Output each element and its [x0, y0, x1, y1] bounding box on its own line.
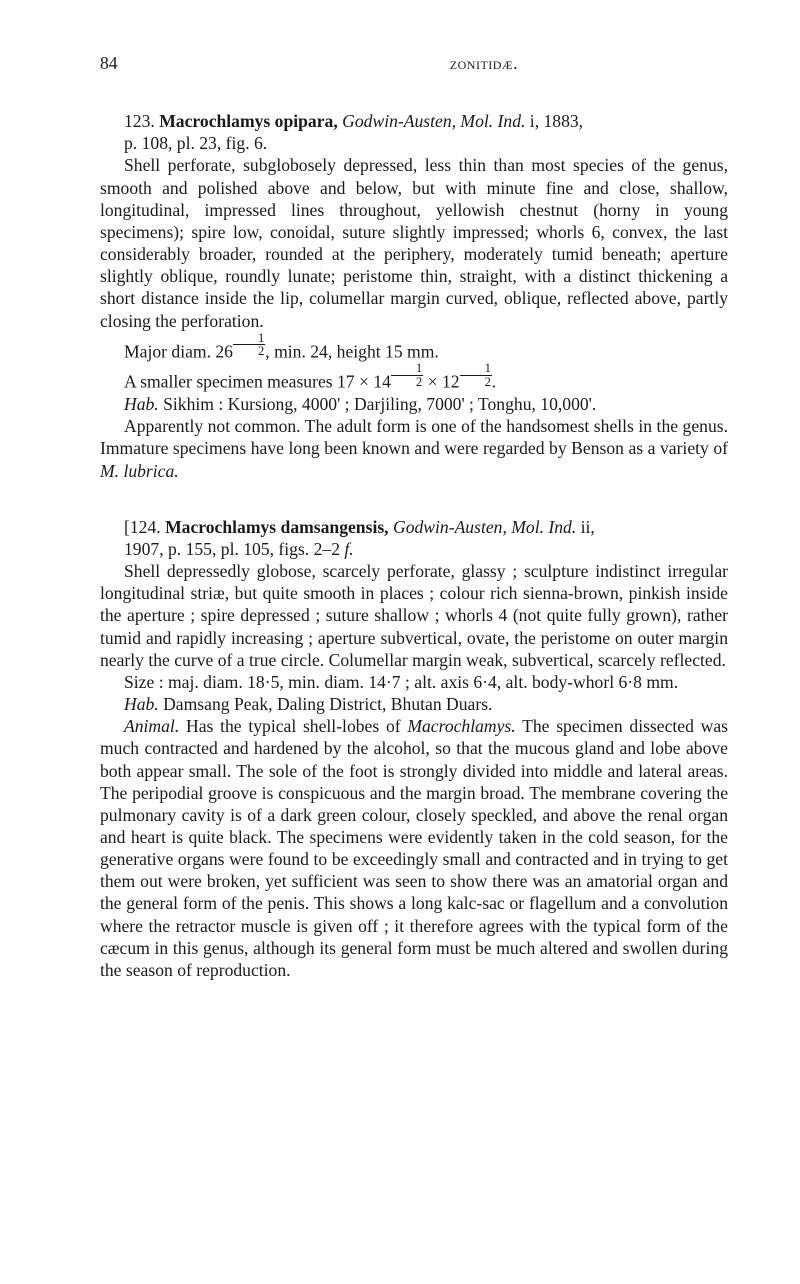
species-binomial: Macrochlamys damsangensis, [165, 517, 389, 537]
animal-description: Animal. Has the typical shell-lobes of M… [100, 715, 728, 981]
fraction-half-icon: 12 [391, 362, 423, 388]
genus-ital: Macrochlamys. [407, 716, 515, 736]
remarks-ital: M. lubrica. [100, 461, 179, 481]
habitat: Hab. Damsang Peak, Daling District, Bhut… [100, 693, 728, 715]
page: 84 zonitidæ. 123. Macrochlamys opipara, … [0, 0, 800, 1284]
fraction-half-icon: 12 [460, 362, 492, 388]
animal-label: Animal. [124, 716, 179, 736]
hab-label: Hab. [124, 394, 159, 414]
entry-subcitation: p. 108, pl. 23, fig. 6. [100, 132, 728, 154]
subcite-text: 1907, p. 155, pl. 105, figs. 2–2 [124, 539, 340, 559]
habitat: Hab. Sikhim : Kursiong, 4000' ; Darjilin… [100, 393, 728, 415]
animal-text: The specimen dissected was much contract… [100, 716, 728, 980]
citation-ital: Godwin-Austen, Mol. Ind. [393, 517, 576, 537]
species-binomial: Macrochlamys opipara, [159, 111, 338, 131]
running-head: 84 zonitidæ. [100, 52, 728, 74]
entry-subcitation: 1907, p. 155, pl. 105, figs. 2–2 f. [100, 538, 728, 560]
remarks: Apparently not common. The adult form is… [100, 415, 728, 481]
meas-text: . [492, 372, 496, 392]
entry-123: 123. Macrochlamys opipara, Godwin-Austen… [100, 110, 728, 482]
citation-ital: Godwin-Austen, Mol. Ind. [342, 111, 525, 131]
citation-plain: i, 1883, [525, 111, 583, 131]
measurements-major: Major diam. 2612, min. 24, height 15 mm. [100, 332, 728, 363]
entry-number: 123. [124, 111, 155, 131]
hab-text: Damsang Peak, Daling District, Bhutan Du… [159, 694, 493, 714]
meas-text: A smaller specimen measures 17 × 14 [124, 372, 391, 392]
meas-text: Major diam. 26 [124, 341, 233, 361]
measurements-smaller: A smaller specimen measures 17 × 1412 × … [100, 362, 728, 393]
section-title: zonitidæ. [450, 52, 518, 74]
description-p1: Shell perforate, subglobosely depressed,… [100, 154, 728, 331]
hab-label: Hab. [124, 694, 159, 714]
entry-heading: [124. Macrochlamys damsangensis, Godwin-… [100, 516, 728, 538]
spacer [100, 496, 728, 506]
remarks-text: Apparently not common. The adult form is… [100, 416, 728, 458]
subcite-ital: f. [340, 539, 354, 559]
page-number: 84 [100, 52, 118, 74]
entry-124: [124. Macrochlamys damsangensis, Godwin-… [100, 516, 728, 981]
entry-heading: 123. Macrochlamys opipara, Godwin-Austen… [100, 110, 728, 132]
description-p1: Shell depressedly globose, scarcely perf… [100, 560, 728, 671]
fraction-half-icon: 12 [233, 332, 265, 358]
spacer [100, 506, 728, 516]
animal-text: Has the typical shell-lobes of [179, 716, 407, 736]
entry-number: [124. [124, 517, 161, 537]
measurements: Size : maj. diam. 18·5, min. diam. 14·7 … [100, 671, 728, 693]
hab-text: Sikhim : Kursiong, 4000' ; Darjiling, 70… [159, 394, 597, 414]
meas-text: , min. 24, height 15 mm. [265, 341, 439, 361]
meas-text: × 12 [423, 372, 459, 392]
citation-plain: ii, [576, 517, 595, 537]
